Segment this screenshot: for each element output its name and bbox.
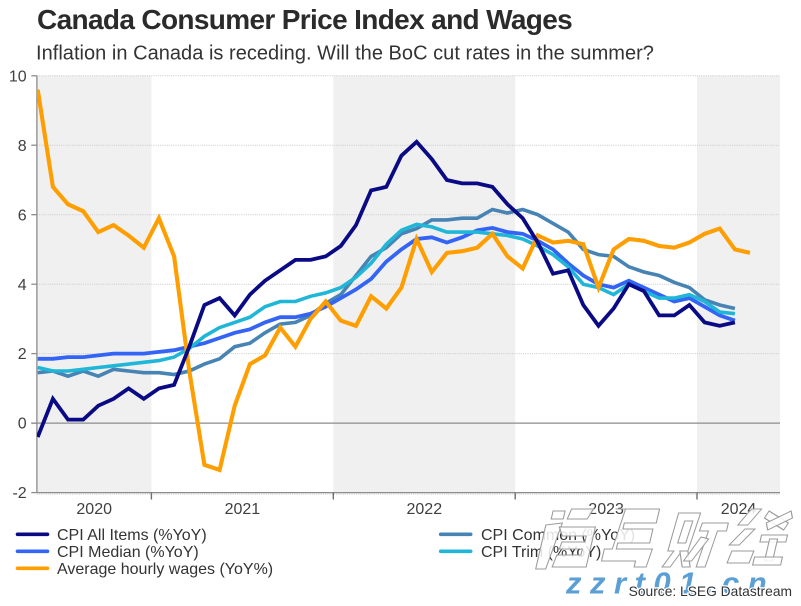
svg-text:Canada Consumer Price Index an: Canada Consumer Price Index and Wages	[37, 4, 572, 35]
svg-text:10: 10	[9, 68, 27, 85]
svg-text:zzrt01.cn: zzrt01.cn	[565, 566, 775, 601]
svg-text:CPI All Items (%YoY): CPI All Items (%YoY)	[57, 527, 207, 544]
svg-text:2023: 2023	[588, 501, 624, 518]
svg-text:CPI Median (%YoY): CPI Median (%YoY)	[57, 544, 199, 561]
svg-text:8: 8	[18, 138, 27, 155]
svg-text:0: 0	[18, 416, 27, 433]
svg-text:Inflation in Canada is recedin: Inflation in Canada is receding. Will th…	[36, 43, 654, 65]
svg-text:Average hourly wages (YoY%): Average hourly wages (YoY%)	[57, 561, 273, 578]
svg-text:Source: LSEG Datastream: Source: LSEG Datastream	[629, 584, 792, 599]
svg-text:4: 4	[18, 277, 27, 294]
svg-text:6: 6	[18, 207, 27, 224]
svg-text:2022: 2022	[407, 501, 443, 518]
svg-text:2: 2	[18, 346, 27, 363]
svg-text:2021: 2021	[225, 501, 261, 518]
svg-text:2020: 2020	[76, 501, 112, 518]
svg-text:-2: -2	[12, 485, 26, 502]
